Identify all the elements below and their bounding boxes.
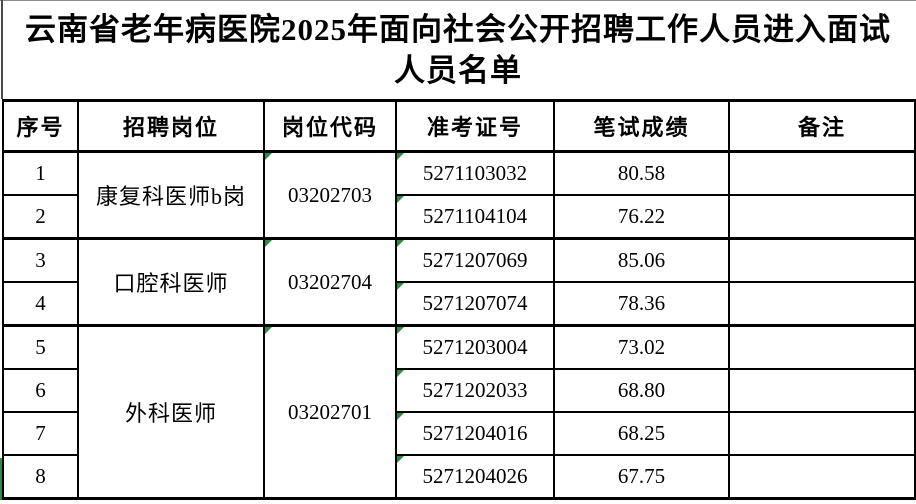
table-row: 5 外科医师 03202701 5271203004 73.02 bbox=[2, 324, 916, 500]
excel-error-flag-icon bbox=[398, 241, 404, 247]
cell-no: 6 bbox=[2, 368, 79, 413]
header-score: 笔试成绩 bbox=[553, 99, 730, 153]
cell-ticket: 5271204026 bbox=[395, 454, 555, 500]
excel-error-flag-icon bbox=[398, 371, 404, 377]
code-value: 03202704 bbox=[288, 269, 372, 294]
cell-note bbox=[728, 281, 916, 327]
cell-ticket: 5271203004 bbox=[395, 324, 555, 370]
cell-ticket: 5271104104 bbox=[395, 194, 555, 240]
header-ticket: 准考证号 bbox=[395, 99, 555, 153]
ticket-value: 5271204026 bbox=[422, 464, 528, 488]
excel-error-flag-icon bbox=[398, 414, 404, 420]
cell-position: 口腔科医师 bbox=[77, 237, 265, 327]
cell-note bbox=[728, 368, 916, 413]
excel-error-flag-icon bbox=[266, 328, 272, 334]
cell-ticket: 5271103032 bbox=[395, 150, 555, 196]
cell-note bbox=[728, 194, 916, 240]
page-title: 云南省老年病医院2025年面向社会公开招聘工作人员进入面试 人员名单 bbox=[0, 0, 916, 99]
excel-error-flag-icon bbox=[266, 241, 272, 247]
header-code: 岗位代码 bbox=[263, 99, 397, 153]
cell-no: 8 bbox=[2, 454, 79, 500]
cell-score: 78.36 bbox=[553, 281, 730, 327]
cell-note bbox=[728, 411, 916, 456]
table-row: 1 康复科医师b岗 03202703 5271103032 80.58 bbox=[2, 150, 916, 240]
selection-green-edge bbox=[0, 458, 2, 500]
code-value: 03202701 bbox=[288, 399, 372, 424]
excel-error-flag-icon bbox=[266, 153, 272, 160]
header-no: 序号 bbox=[2, 99, 79, 153]
cell-ticket: 5271204016 bbox=[395, 411, 555, 456]
cell-code: 03202704 bbox=[263, 237, 397, 327]
page-title-line1: 云南省老年病医院2025年面向社会公开招聘工作人员进入面试 bbox=[25, 12, 891, 47]
cell-score: 73.02 bbox=[553, 324, 730, 370]
excel-error-flag-icon bbox=[398, 328, 404, 334]
excel-error-flag-icon bbox=[398, 196, 404, 203]
cell-score: 85.06 bbox=[553, 237, 730, 283]
ticket-value: 5271104104 bbox=[422, 204, 528, 228]
cell-position: 外科医师 bbox=[77, 324, 265, 500]
table-header-row: 序号 招聘岗位 岗位代码 准考证号 笔试成绩 备注 bbox=[2, 99, 916, 153]
header-note: 备注 bbox=[728, 99, 916, 153]
ticket-value: 5271202033 bbox=[422, 378, 528, 402]
cell-score: 67.75 bbox=[553, 454, 730, 500]
cell-note bbox=[728, 454, 916, 500]
code-value: 03202703 bbox=[288, 182, 372, 207]
ticket-value: 5271203004 bbox=[422, 335, 528, 359]
cell-position: 康复科医师b岗 bbox=[77, 150, 265, 240]
cell-score: 76.22 bbox=[553, 194, 730, 240]
cell-score: 80.58 bbox=[553, 150, 730, 196]
ticket-value: 5271204016 bbox=[422, 421, 528, 445]
cell-no: 3 bbox=[2, 237, 79, 283]
cell-score: 68.80 bbox=[553, 368, 730, 413]
ticket-value: 5271207074 bbox=[422, 291, 528, 315]
interview-roster-table: 序号 招聘岗位 岗位代码 准考证号 笔试成绩 备注 1 康复科医师b岗 0320… bbox=[2, 99, 916, 500]
page-title-line2: 人员名单 bbox=[394, 53, 522, 88]
ticket-value: 5271103032 bbox=[422, 161, 528, 185]
cell-ticket: 5271207074 bbox=[395, 281, 555, 327]
cell-no: 4 bbox=[2, 281, 79, 327]
cell-no: 5 bbox=[2, 324, 79, 370]
cell-ticket: 5271207069 bbox=[395, 237, 555, 283]
cell-note bbox=[728, 150, 916, 196]
sheet-left-edge bbox=[1, 0, 3, 99]
table-row: 8 5271204026 67.75 bbox=[2, 454, 916, 500]
cell-ticket: 5271202033 bbox=[395, 368, 555, 413]
cell-code: 03202701 bbox=[263, 324, 397, 500]
sheet-top-edge bbox=[0, 0, 916, 1]
ticket-value: 5271207069 bbox=[422, 248, 528, 272]
table-row: 7 5271204016 68.25 bbox=[2, 411, 916, 456]
table-row: 6 5271202033 68.80 bbox=[2, 368, 916, 413]
header-position: 招聘岗位 bbox=[77, 99, 265, 153]
cell-code: 03202703 bbox=[263, 150, 397, 240]
excel-error-flag-icon bbox=[398, 456, 404, 463]
table-row: 3 口腔科医师 03202704 5271207069 85.06 bbox=[2, 237, 916, 327]
excel-error-flag-icon bbox=[398, 153, 404, 160]
excel-error-flag-icon bbox=[398, 283, 404, 290]
table-row: 2 5271104104 76.22 bbox=[2, 194, 916, 240]
cell-no: 7 bbox=[2, 411, 79, 456]
cell-note bbox=[728, 324, 916, 370]
cell-no: 2 bbox=[2, 194, 79, 240]
cell-score: 68.25 bbox=[553, 411, 730, 456]
table-row: 4 5271207074 78.36 bbox=[2, 281, 916, 327]
cell-no: 1 bbox=[2, 150, 79, 196]
cell-note bbox=[728, 237, 916, 283]
